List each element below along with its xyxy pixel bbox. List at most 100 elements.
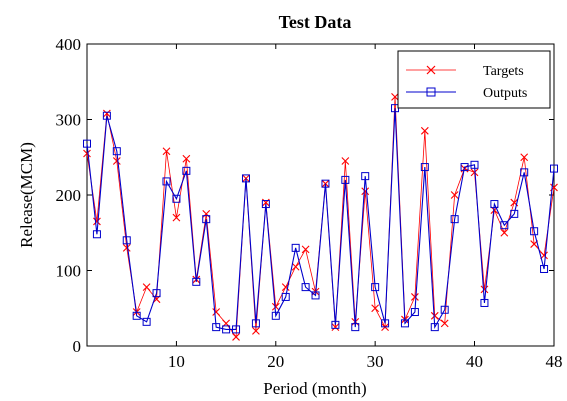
data-point-target xyxy=(440,319,449,328)
data-point-target xyxy=(172,213,181,222)
data-point-target xyxy=(361,187,370,196)
data-point-output xyxy=(460,163,469,172)
data-point-output xyxy=(162,177,171,186)
legend-outputs-marker xyxy=(426,87,436,97)
data-point-target xyxy=(271,302,280,311)
x-tick-label: 30 xyxy=(367,352,384,371)
data-point-output xyxy=(311,291,320,300)
legend-targets-label: Targets xyxy=(483,64,524,79)
data-point-output xyxy=(490,200,499,209)
data-point-target xyxy=(341,157,350,165)
data-point-target xyxy=(371,304,380,313)
data-point-output xyxy=(420,163,429,172)
data-point-target xyxy=(420,126,429,135)
data-point-target xyxy=(430,311,439,320)
x-tick-label: 10 xyxy=(168,352,185,371)
data-point-target xyxy=(540,251,548,260)
data-point-output xyxy=(212,323,221,332)
data-point-output xyxy=(92,230,101,239)
data-point-target xyxy=(162,147,171,156)
data-point-output xyxy=(540,264,549,273)
data-point-target xyxy=(291,262,300,271)
data-point-target xyxy=(391,92,399,101)
data-point-target xyxy=(411,293,419,301)
series-line-outputs xyxy=(86,108,555,330)
data-point-target xyxy=(202,209,211,218)
data-point-output xyxy=(440,305,449,314)
data-point-output xyxy=(480,298,489,307)
data-point-output xyxy=(202,215,211,224)
data-point-target xyxy=(500,228,509,237)
data-point-output xyxy=(371,283,380,292)
x-tick-label: 40 xyxy=(466,352,483,371)
data-point-output xyxy=(281,292,290,301)
data-point-output xyxy=(102,111,111,120)
data-point-output xyxy=(232,325,241,334)
y-tick-label: 0 xyxy=(73,337,82,356)
data-point-output xyxy=(381,319,390,328)
data-point-output xyxy=(222,325,231,334)
data-point-output xyxy=(291,243,300,252)
data-point-output xyxy=(251,319,260,328)
data-point-output xyxy=(241,174,250,183)
data-point-output xyxy=(182,166,191,175)
data-point-target xyxy=(232,333,240,341)
legend-targets-marker xyxy=(426,65,436,75)
data-point-output xyxy=(192,277,201,286)
data-point-output xyxy=(301,283,310,292)
data-point-output xyxy=(470,160,479,169)
data-point-output xyxy=(410,308,419,317)
data-point-output xyxy=(172,194,181,203)
series-outputs xyxy=(83,104,558,334)
data-point-output xyxy=(400,319,409,328)
data-point-output xyxy=(152,289,161,298)
data-point-output xyxy=(520,168,529,177)
data-point-output xyxy=(450,215,459,224)
data-point-output xyxy=(361,172,370,181)
data-point-target xyxy=(331,323,340,332)
legend: Targets Outputs xyxy=(397,50,551,109)
data-point-output xyxy=(271,311,280,320)
data-point-output xyxy=(500,221,509,230)
data-point-output xyxy=(550,164,558,173)
data-point-target xyxy=(112,157,121,165)
y-tick-label: 400 xyxy=(56,35,82,54)
data-point-output xyxy=(112,147,121,156)
data-point-output xyxy=(132,311,141,320)
data-point-output xyxy=(341,175,350,184)
data-point-target xyxy=(480,285,489,294)
data-point-output xyxy=(261,200,270,209)
data-point-output xyxy=(142,317,151,326)
data-point-target xyxy=(301,245,310,254)
x-axis-ticks: 10 20 30 40 48 xyxy=(168,44,563,371)
data-point-target xyxy=(182,154,191,163)
data-point-output xyxy=(83,139,91,148)
data-point-target xyxy=(83,149,91,158)
data-point-output xyxy=(430,323,439,332)
data-point-target xyxy=(520,153,529,162)
data-point-target xyxy=(450,191,459,199)
data-point-target xyxy=(252,327,260,335)
data-point-target xyxy=(142,283,151,291)
data-point-target xyxy=(93,217,101,226)
legend-outputs-label: Outputs xyxy=(483,86,527,101)
y-axis-label: Release(MCM) xyxy=(17,142,36,248)
data-point-output xyxy=(351,323,360,332)
x-tick-label: 48 xyxy=(546,352,563,371)
data-point-target xyxy=(102,109,111,118)
y-tick-label: 100 xyxy=(56,262,82,281)
data-point-output xyxy=(530,227,539,236)
data-point-target xyxy=(212,308,221,316)
legend-box xyxy=(397,50,551,109)
data-point-target xyxy=(122,243,131,252)
series-layer xyxy=(83,92,558,341)
y-tick-label: 200 xyxy=(56,186,82,205)
data-point-output xyxy=(331,320,340,329)
y-tick-label: 300 xyxy=(56,111,82,130)
data-point-output xyxy=(321,179,330,188)
x-tick-label: 20 xyxy=(267,352,284,371)
y-axis-ticks: 0 100 200 300 400 xyxy=(56,35,554,356)
data-point-output xyxy=(510,209,519,218)
x-axis-label: Period (month) xyxy=(263,379,366,398)
